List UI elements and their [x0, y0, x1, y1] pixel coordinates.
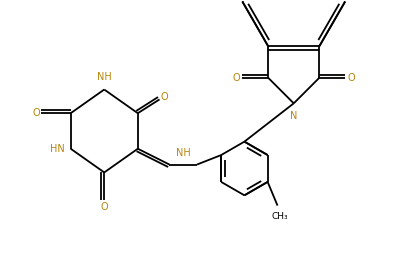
- Text: NH: NH: [176, 148, 191, 158]
- Text: O: O: [161, 92, 168, 102]
- Text: O: O: [347, 73, 355, 83]
- Text: O: O: [32, 108, 40, 118]
- Text: N: N: [290, 111, 297, 121]
- Text: O: O: [233, 73, 240, 83]
- Text: NH: NH: [97, 72, 111, 82]
- Text: O: O: [100, 202, 108, 212]
- Text: HN: HN: [50, 144, 65, 154]
- Text: CH₃: CH₃: [271, 212, 288, 221]
